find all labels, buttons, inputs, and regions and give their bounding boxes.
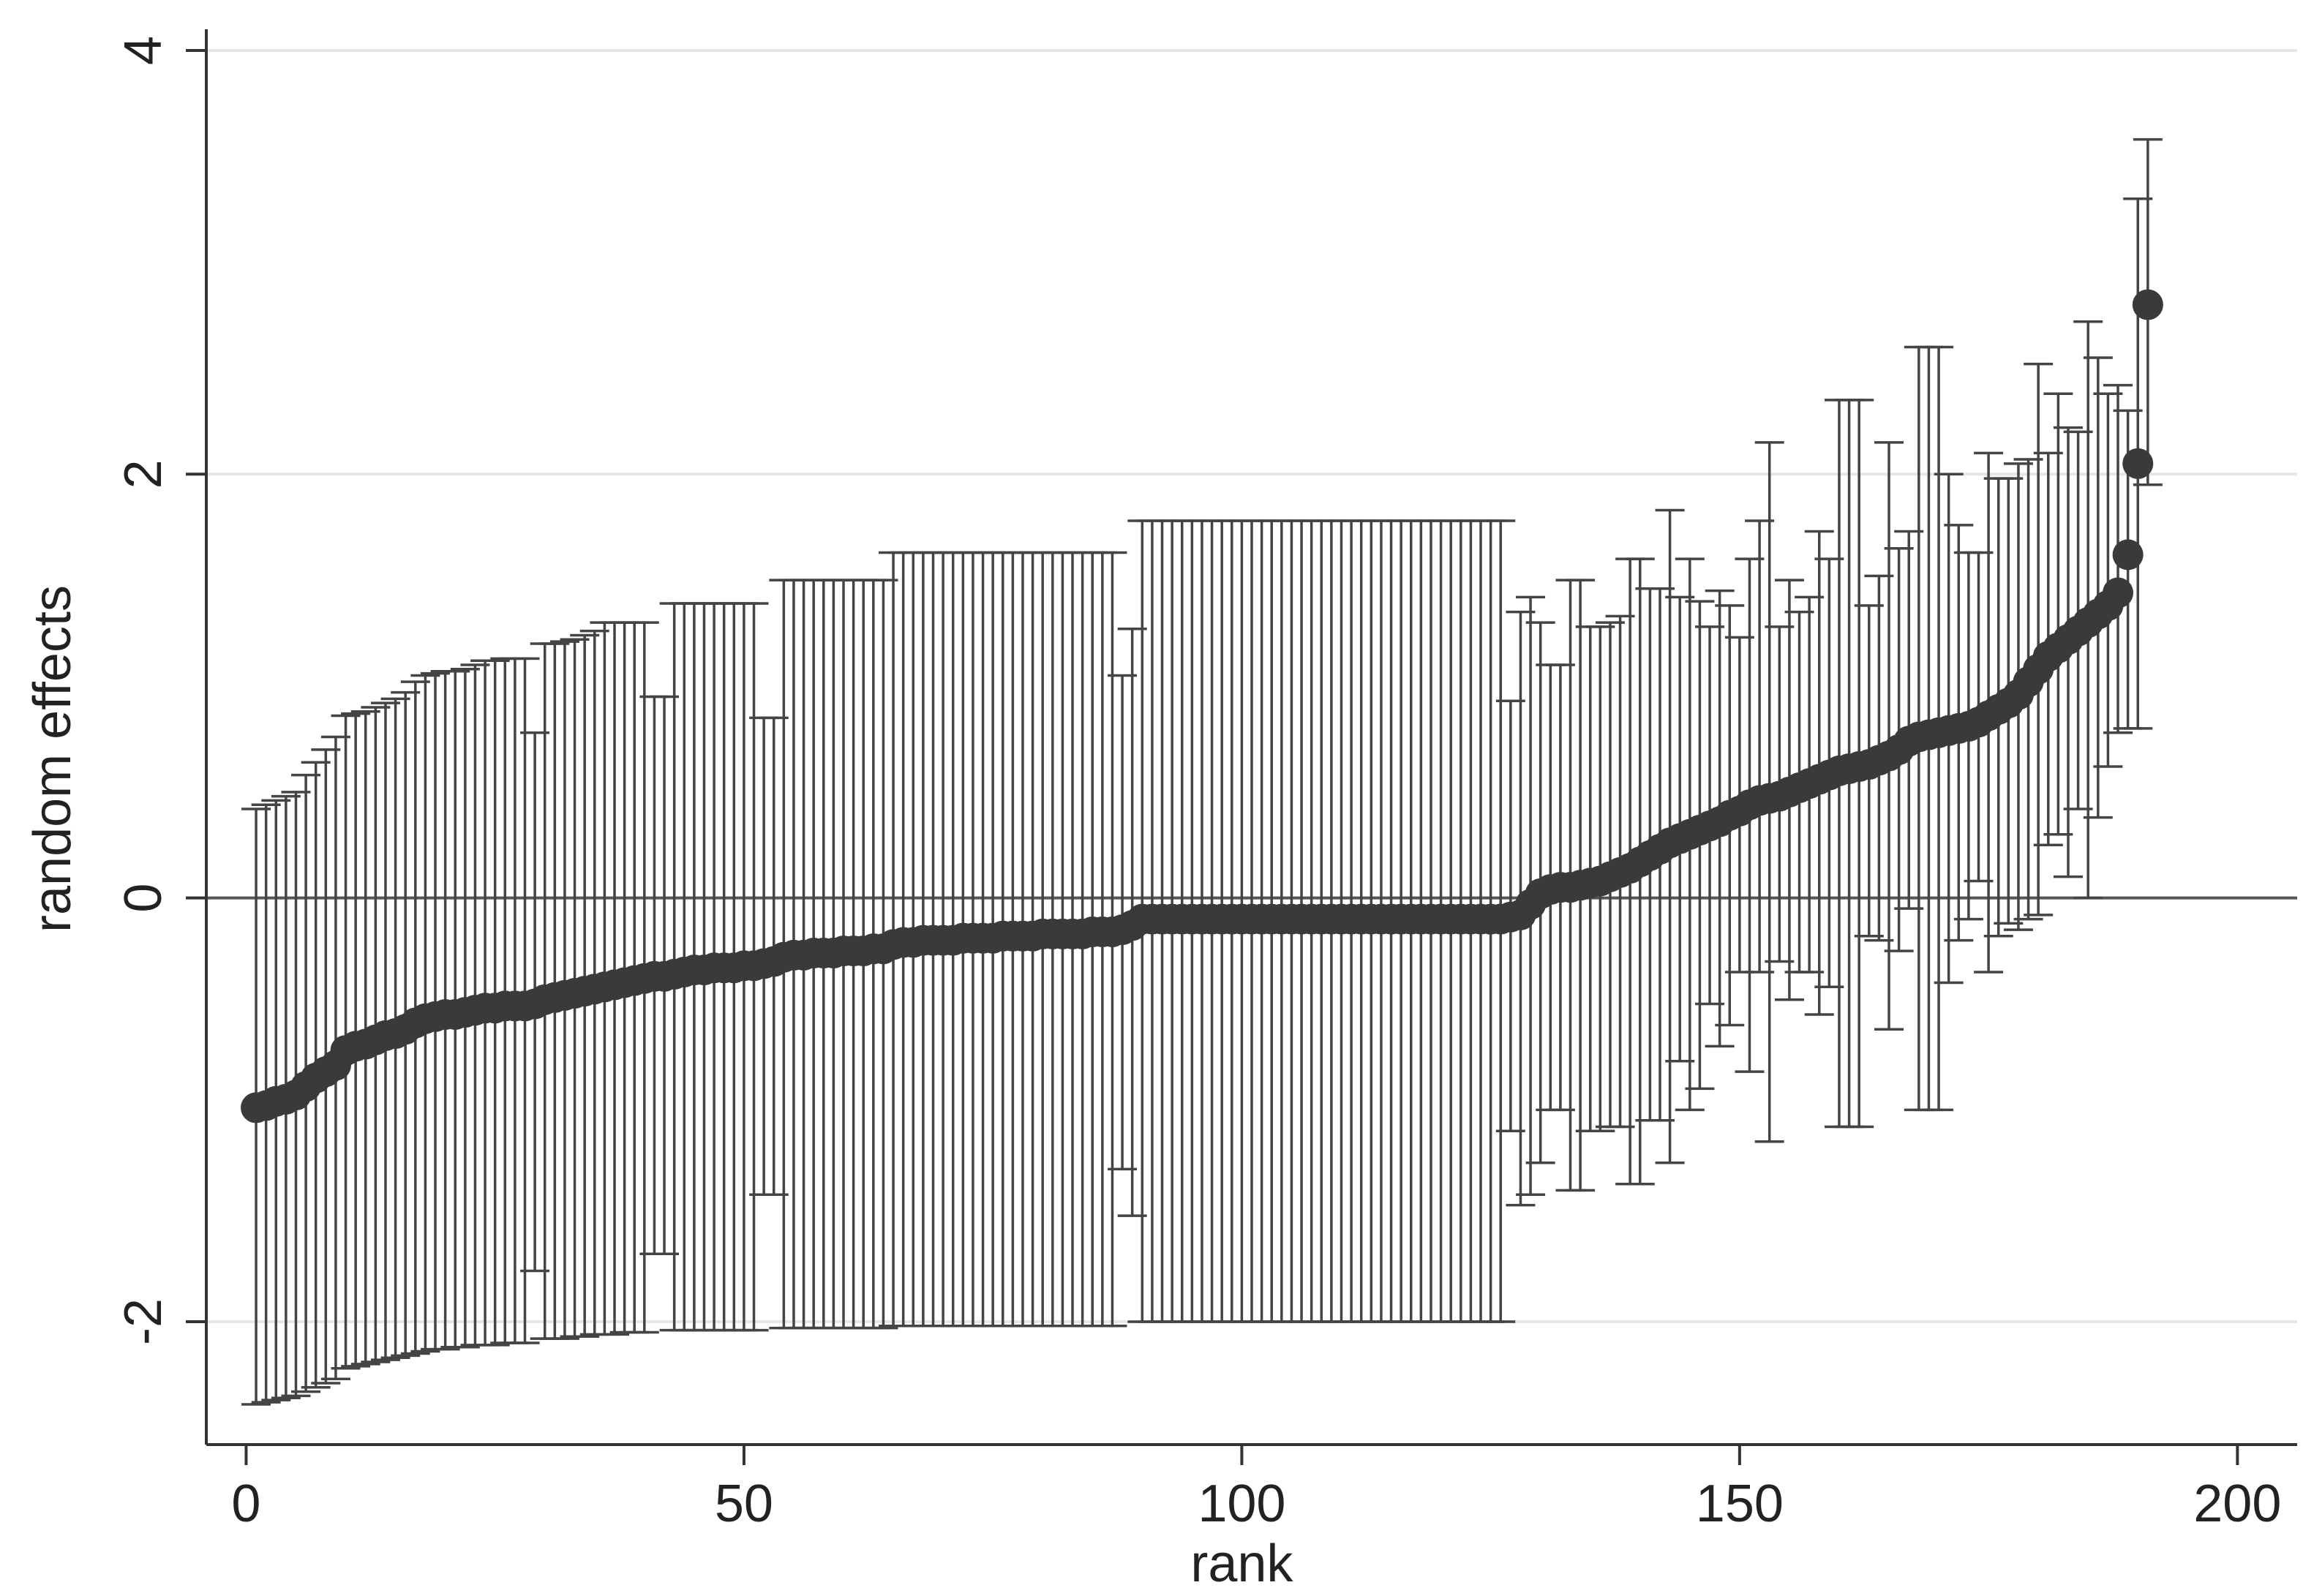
- y-tick-label: 2: [114, 459, 173, 489]
- tick-labels: 0 50 100 150 200 -2 0 2 4: [114, 36, 2281, 1533]
- y-tick-label: 4: [114, 36, 173, 65]
- data-point: [2132, 289, 2163, 320]
- y-axis-title: random effects: [23, 585, 82, 933]
- data-points: [241, 289, 2163, 1123]
- y-tick-label: -2: [114, 1298, 173, 1345]
- x-tick-label: 150: [1696, 1475, 1784, 1533]
- x-tick-label: 200: [2193, 1475, 2281, 1533]
- data-point: [2103, 577, 2134, 609]
- x-tick-label: 100: [1198, 1475, 1285, 1533]
- data-point: [2122, 448, 2154, 479]
- x-tick-label: 0: [231, 1475, 260, 1533]
- data-point: [2112, 539, 2144, 571]
- x-tick-label: 50: [715, 1475, 773, 1533]
- x-axis-title: rank: [1190, 1535, 1293, 1593]
- axes: [186, 29, 2297, 1465]
- y-tick-label: 0: [114, 884, 173, 913]
